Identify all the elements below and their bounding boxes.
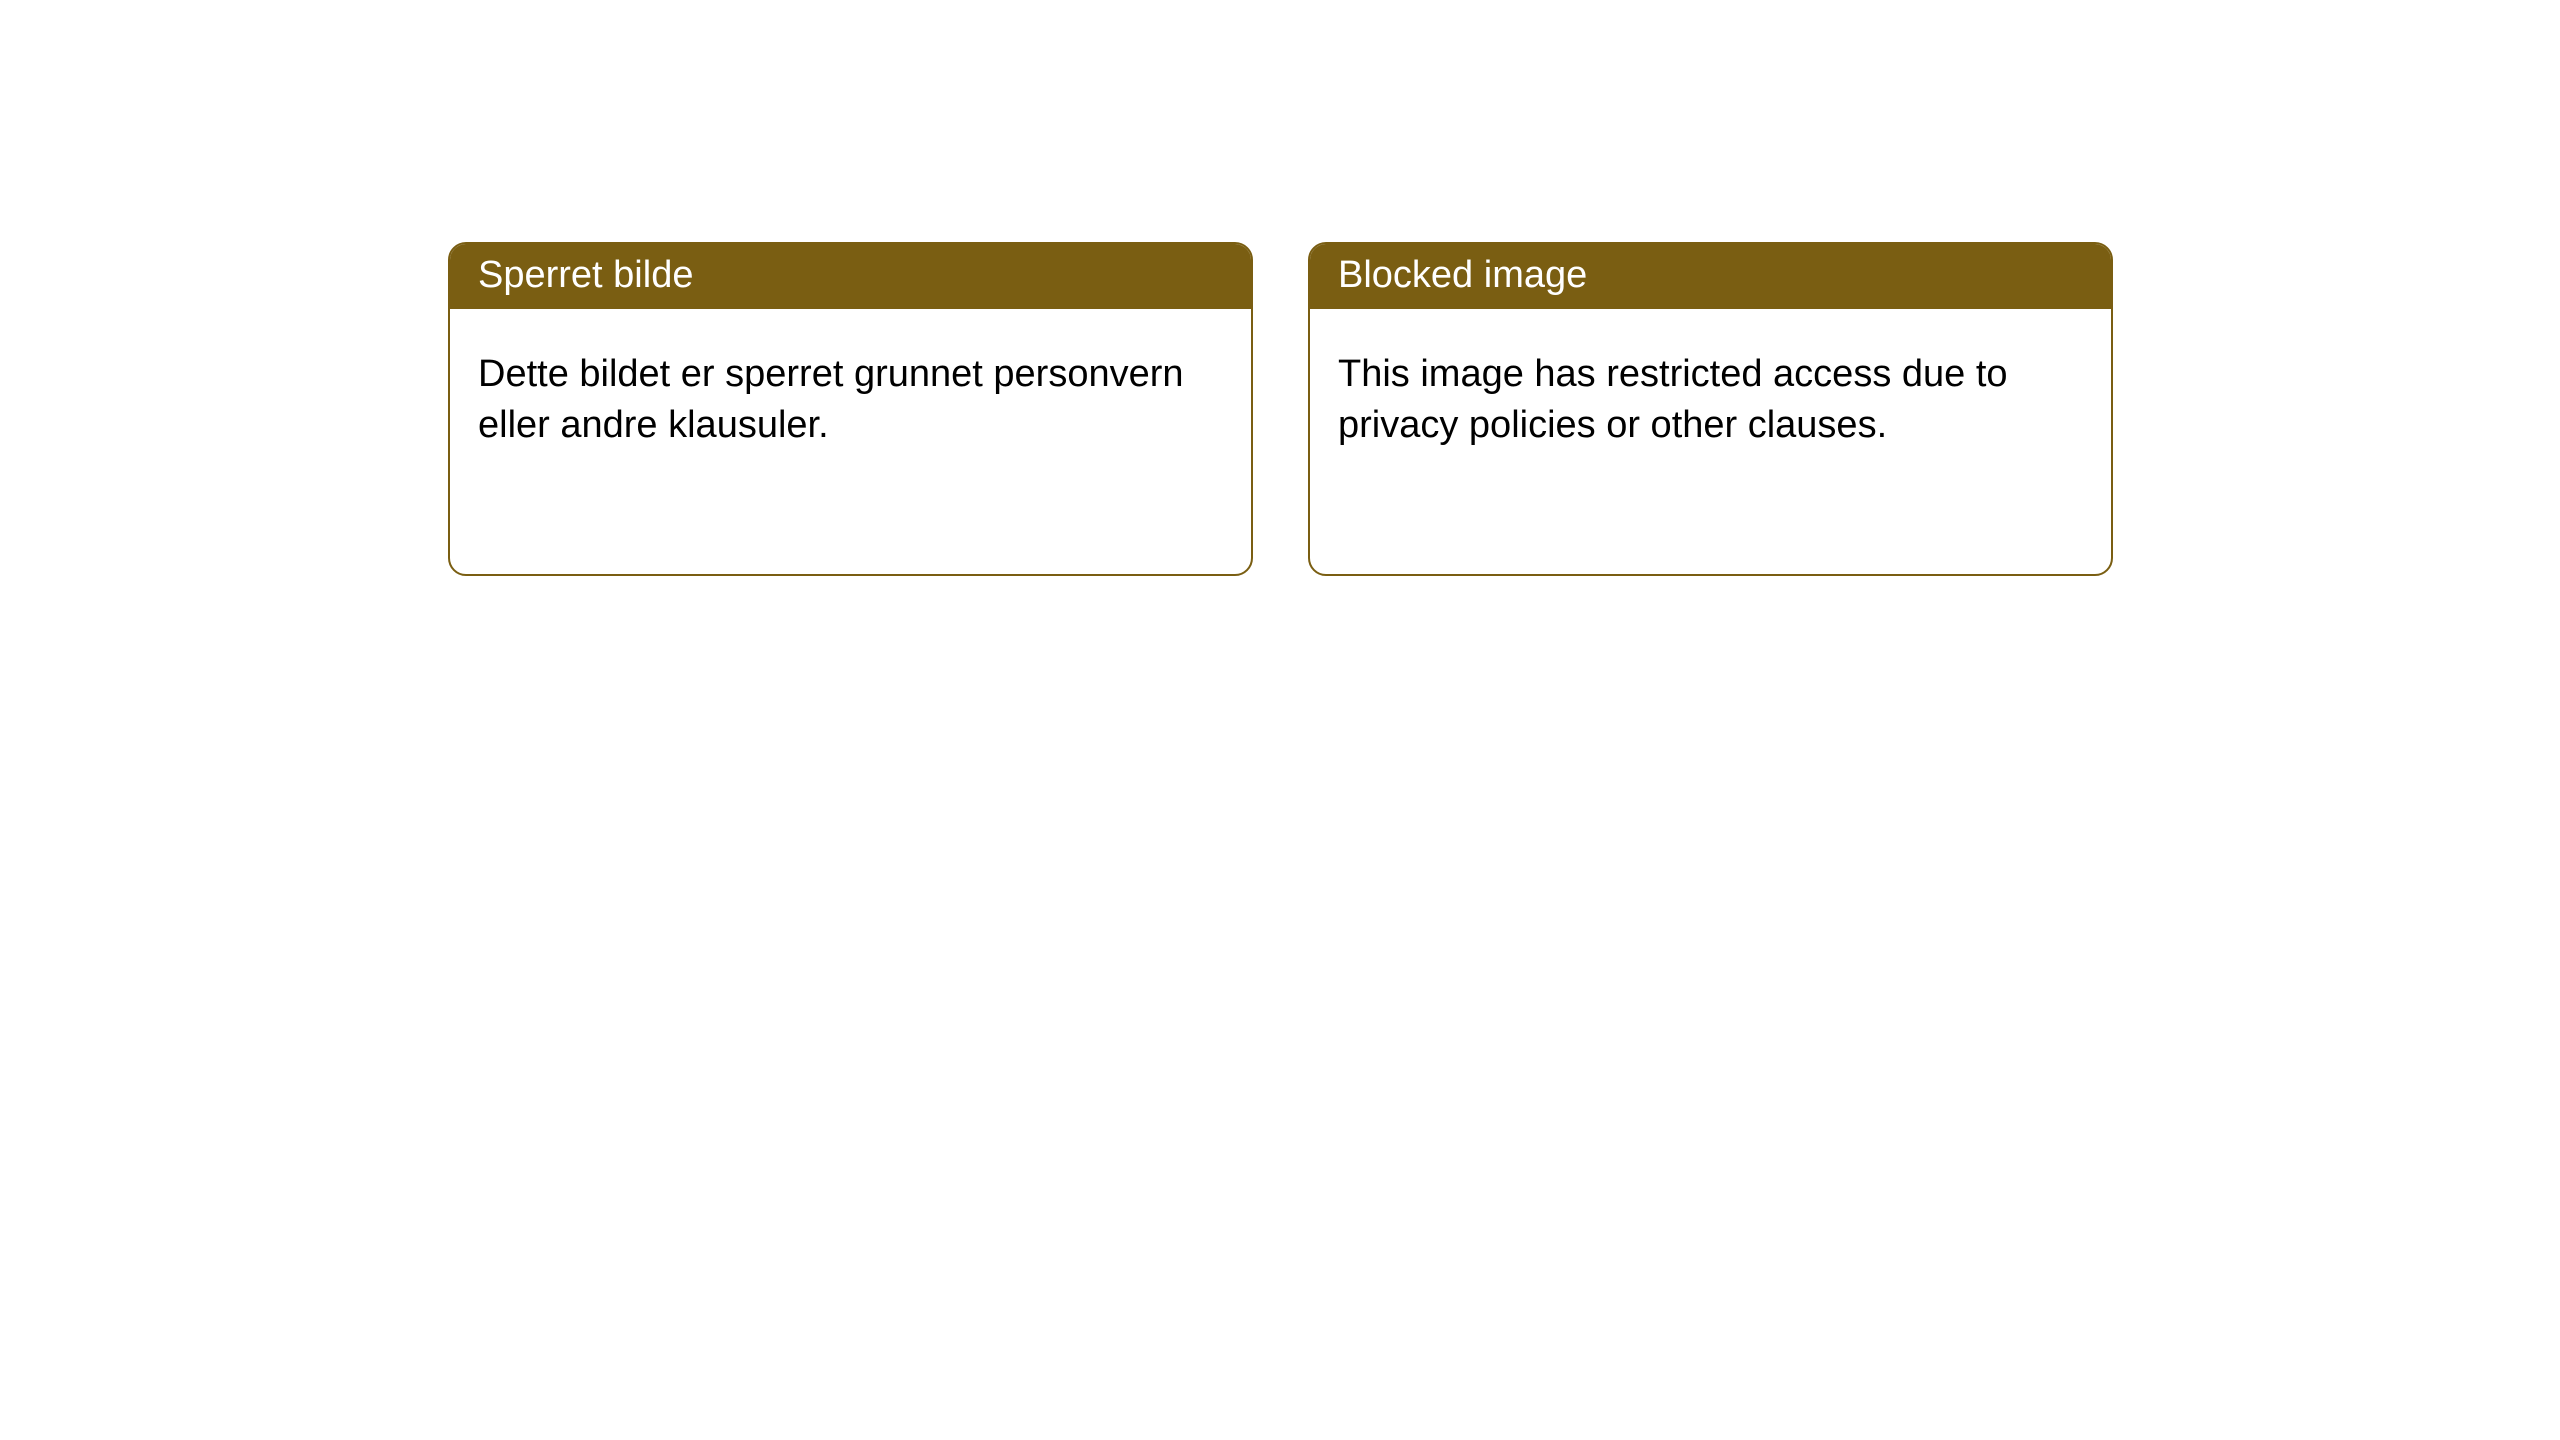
card-header: Sperret bilde	[450, 244, 1251, 309]
blocked-image-card-english: Blocked image This image has restricted …	[1308, 242, 2113, 576]
card-body-text: This image has restricted access due to …	[1338, 353, 2008, 446]
card-body-text: Dette bildet er sperret grunnet personve…	[478, 353, 1184, 446]
card-title: Blocked image	[1338, 254, 1587, 296]
card-body: This image has restricted access due to …	[1310, 309, 2111, 492]
card-header: Blocked image	[1310, 244, 2111, 309]
blocked-image-card-norwegian: Sperret bilde Dette bildet er sperret gr…	[448, 242, 1253, 576]
notice-container: Sperret bilde Dette bildet er sperret gr…	[0, 0, 2560, 576]
card-title: Sperret bilde	[478, 254, 693, 296]
card-body: Dette bildet er sperret grunnet personve…	[450, 309, 1251, 492]
